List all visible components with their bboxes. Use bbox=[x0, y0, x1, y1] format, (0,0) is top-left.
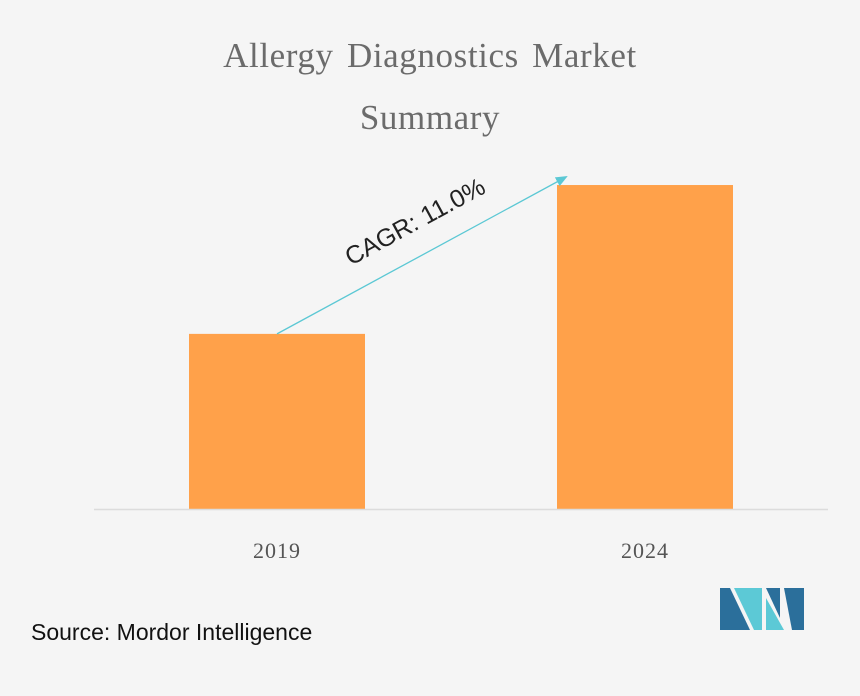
logo-shape-2 bbox=[734, 588, 762, 630]
cagr-annotation: CAGR: 11.0% bbox=[340, 173, 490, 272]
x-tick-label-2019: 2019 bbox=[253, 538, 301, 563]
bar-2024 bbox=[557, 185, 733, 509]
chart-title-line-1: Allergy Diagnostics Market bbox=[223, 36, 637, 75]
logo-shape-3 bbox=[766, 588, 780, 618]
bars-group bbox=[189, 185, 733, 509]
source-note: Source: Mordor Intelligence bbox=[31, 619, 313, 645]
logo-shape-5 bbox=[784, 588, 804, 630]
mordor-intelligence-logo bbox=[720, 588, 804, 630]
logo-shape-1 bbox=[720, 588, 750, 630]
x-tick-labels: 2019 2024 bbox=[253, 538, 669, 563]
chart-title-line-2: Summary bbox=[359, 98, 501, 137]
x-tick-label-2024: 2024 bbox=[621, 538, 669, 563]
logo-shape-4 bbox=[766, 598, 784, 630]
cagr-arrow bbox=[276, 176, 568, 335]
bar-2019 bbox=[189, 333, 365, 509]
